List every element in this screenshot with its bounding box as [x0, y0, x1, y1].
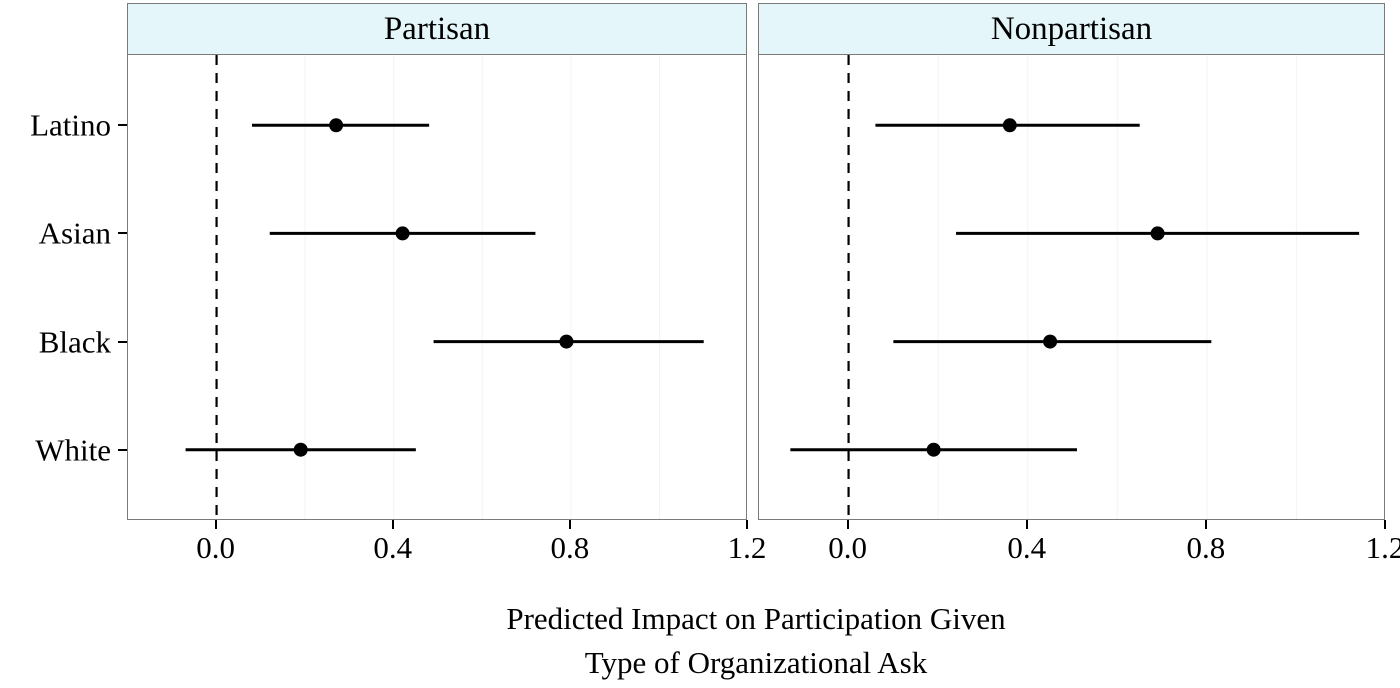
estimate-point-nonpartisan-latino [1002, 118, 1017, 133]
x-tick-mark [214, 520, 217, 529]
x-tick-mark [746, 520, 748, 529]
y-tick-mark [118, 340, 127, 343]
x-tick-mark [1204, 520, 1207, 529]
y-tick-mark [118, 232, 127, 235]
x-tick-mark [1025, 520, 1028, 529]
y-category-label-black: Black [38, 324, 111, 360]
x-tick-label-nonpartisan: 0.0 [828, 530, 867, 565]
estimate-point-nonpartisan-asian [1150, 226, 1165, 241]
estimate-point-partisan-asian [395, 226, 410, 241]
estimate-point-partisan-white [293, 442, 308, 457]
x-tick-label-partisan: 0.8 [550, 530, 590, 565]
panel-plot-nonpartisan [758, 55, 1385, 520]
panel-plot-partisan [127, 55, 747, 520]
x-tick-label-partisan: 0.4 [373, 530, 413, 565]
x-axis-title: Predicted Impact on Participation Given … [127, 597, 1385, 685]
panel-header-partisan: Partisan [127, 3, 747, 55]
estimate-point-partisan-black [559, 334, 574, 349]
y-axis-labels: Latino Asian Black White [0, 55, 127, 520]
x-ticks-partisan: 0.0 0.4 0.8 1.2 [127, 520, 766, 584]
y-category-label-latino: Latino [30, 107, 111, 143]
x-axis-title-line2: Type of Organizational Ask [584, 645, 928, 681]
x-tick-mark [568, 520, 571, 529]
y-category-label-asian: Asian [38, 215, 111, 251]
x-tick-label-nonpartisan: 0.4 [1007, 530, 1047, 565]
x-tick-label-nonpartisan: 1.2 [1365, 530, 1400, 565]
estimate-point-nonpartisan-white [926, 442, 941, 457]
estimate-point-nonpartisan-black [1043, 334, 1058, 349]
y-category-label-white: White [35, 432, 111, 468]
x-tick-label-partisan: 0.0 [196, 530, 235, 565]
y-tick-mark [118, 448, 127, 451]
panel-header-nonpartisan: Nonpartisan [758, 3, 1385, 55]
y-tick-mark [118, 124, 127, 127]
x-tick-label-partisan: 1.2 [727, 530, 767, 565]
x-tick-mark [1384, 520, 1386, 529]
x-tick-mark [846, 520, 849, 529]
estimate-point-partisan-latino [329, 118, 344, 133]
x-tick-label-nonpartisan: 0.8 [1186, 530, 1226, 565]
x-tick-mark [391, 520, 394, 529]
x-axis-title-line1: Predicted Impact on Participation Given [506, 601, 1006, 636]
x-ticks-nonpartisan: 0.0 0.4 0.8 1.2 [758, 520, 1400, 584]
